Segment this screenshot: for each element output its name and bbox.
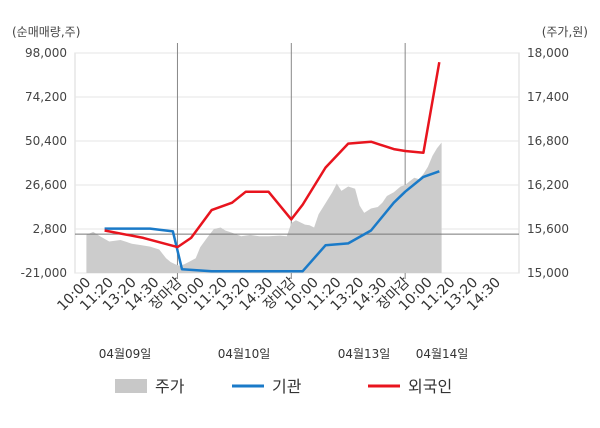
institution-line [104, 170, 440, 273]
left-tick-label: 74,200 [25, 90, 67, 104]
foreign-line [104, 61, 441, 249]
flow-lines [104, 61, 441, 273]
date-label: 04월13일 [338, 347, 391, 361]
left-tick-label: 50,400 [25, 134, 67, 148]
left-tick-label: -21,000 [21, 266, 67, 280]
legend-swatch-price [115, 379, 147, 393]
right-tick-label: 15,600 [527, 222, 569, 236]
left-tick-label: 2,800 [33, 222, 67, 236]
left-tick-label: 26,600 [25, 178, 67, 192]
right-tick-label: 16,200 [527, 178, 569, 192]
date-labels: 04월09일 04월10일 04월13일 04월14일 [99, 347, 469, 361]
right-axis-ticks: 18,000 17,400 16,800 16,200 15,600 15,000 [527, 46, 569, 280]
right-tick-label: 18,000 [527, 46, 569, 60]
date-label: 04월14일 [416, 347, 469, 361]
legend: 주가 기관 외국인 [115, 377, 452, 396]
left-axis-ticks: 98,000 74,200 50,400 26,600 2,800 -21,000 [21, 46, 67, 280]
right-tick-label: 17,400 [527, 90, 569, 104]
date-label: 04월09일 [99, 347, 152, 361]
time-axis-labels: 10:0011:2013:2014:30장마감10:0011:2013:2014… [54, 274, 504, 314]
right-tick-label: 15,000 [527, 266, 569, 280]
date-label: 04월10일 [218, 347, 271, 361]
legend-label: 주가 [155, 377, 185, 396]
legend-label: 외국인 [408, 377, 452, 396]
right-tick-label: 16,800 [527, 134, 569, 148]
left-tick-label: 98,000 [25, 46, 67, 60]
left-unit-label: (순매매량,주) [12, 25, 80, 39]
right-unit-label: (주가,원) [542, 25, 588, 39]
legend-label: 기관 [272, 377, 302, 396]
